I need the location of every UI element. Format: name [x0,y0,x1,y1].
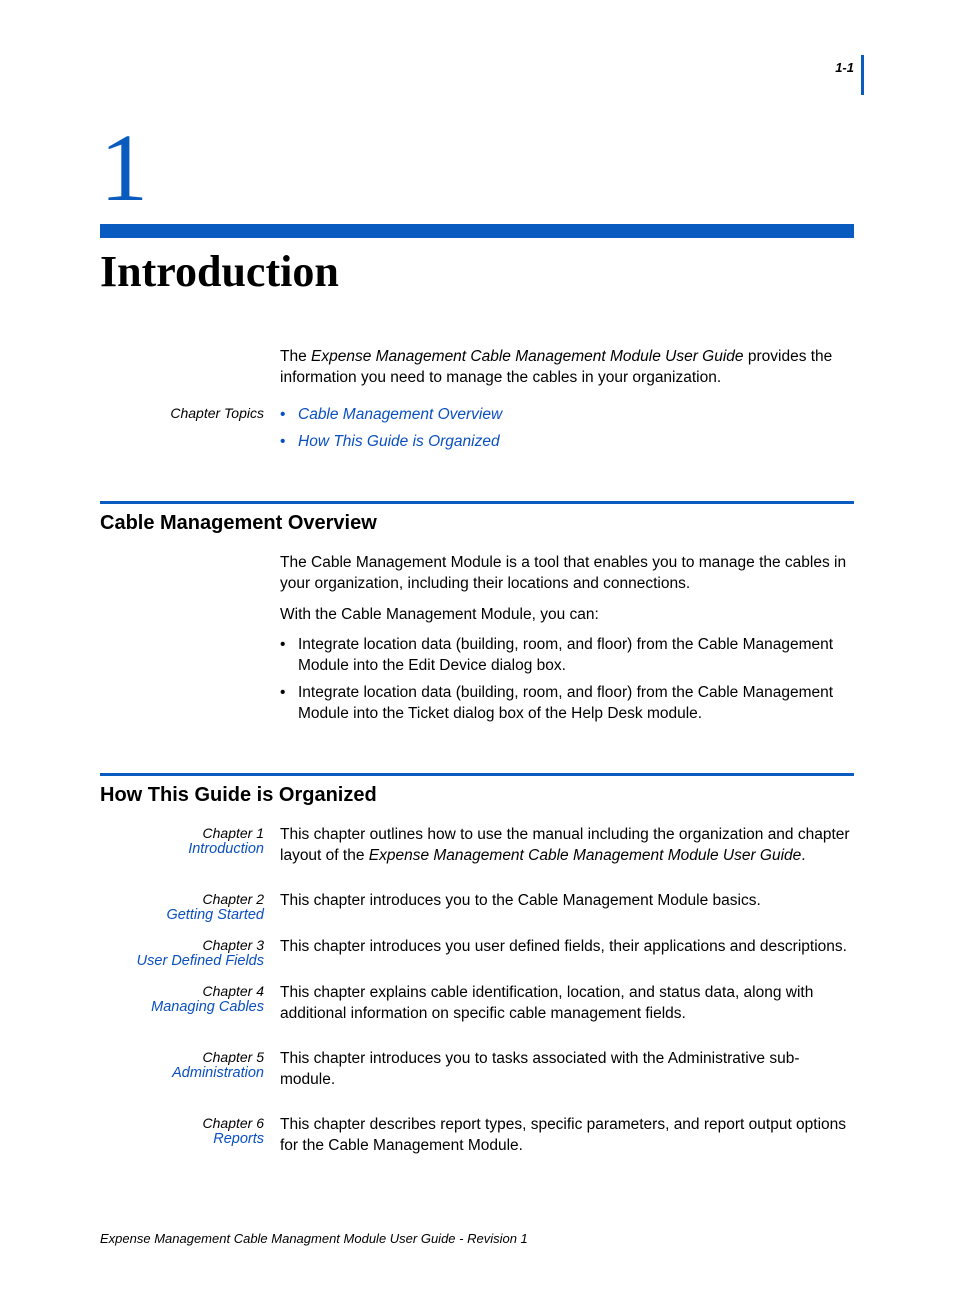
overview-bullet-item: Integrate location data (building, room,… [280,683,854,725]
chapter-link[interactable]: Introduction [100,841,264,857]
section-heading-organized: How This Guide is Organized [100,784,854,807]
chapter-number-label: Chapter 1 [100,825,264,841]
intro-paragraph: The Expense Management Cable Management … [280,347,854,389]
chapter-link[interactable]: User Defined Fields [100,953,264,969]
intro-prefix: The [280,348,311,365]
chapter-link[interactable]: Administration [100,1065,264,1081]
chapter-summary-row: Chapter 2Getting Started This chapter int… [100,891,854,923]
topic-link[interactable]: How This Guide is Organized [298,433,500,450]
chapter-description: This chapter explains cable identificati… [280,983,854,1025]
page-number-border [861,55,864,95]
chapter-title: Introduction [100,246,854,297]
section-rule-organized [100,773,854,776]
chapter-description: This chapter introduces you to the Cable… [280,891,854,912]
overview-bullet-item: Integrate location data (building, room,… [280,635,854,677]
overview-bullets: Integrate location data (building, room,… [280,635,854,725]
chapter-rule [100,224,854,238]
chapter-description: This chapter describes report types, spe… [280,1115,854,1157]
chapter-link[interactable]: Reports [100,1131,264,1147]
chapter-number: 1 [100,120,854,216]
section-rule-overview [100,501,854,504]
chapter-link[interactable]: Getting Started [100,907,264,923]
chapter-description: This chapter introduces you user defined… [280,937,854,958]
chapter-summary-row: Chapter 1Introduction This chapter outlin… [100,825,854,877]
chapter-summary-row: Chapter 5Administration This chapter intr… [100,1049,854,1101]
topic-item: Cable Management Overview [280,405,854,426]
overview-p1: The Cable Management Module is a tool th… [280,553,854,595]
chapter-topics-label: Chapter Topics [170,405,264,421]
chapter-number-label: Chapter 4 [100,983,264,999]
topic-item: How This Guide is Organized [280,432,854,453]
chapter-description: This chapter outlines how to use the man… [280,825,854,867]
intro-guide-name: Expense Management Cable Management Modu… [311,348,744,365]
chapter-summary-row: Chapter 3User Defined Fields This chapter… [100,937,854,969]
chapter-number-label: Chapter 5 [100,1049,264,1065]
page-number: 1-1 [835,60,854,75]
chapter-description: This chapter introduces you to tasks ass… [280,1049,854,1091]
chapter-summary-row: Chapter 6Reports This chapter describes r… [100,1115,854,1167]
overview-p2: With the Cable Management Module, you ca… [280,605,854,626]
chapter-link[interactable]: Managing Cables [100,999,264,1015]
chapter-summary-row: Chapter 4Managing Cables This chapter exp… [100,983,854,1035]
section-heading-overview: Cable Management Overview [100,512,854,535]
chapter-topics-list: Cable Management Overview How This Guide … [280,405,854,453]
topic-link[interactable]: Cable Management Overview [298,406,502,423]
chapter-number-label: Chapter 6 [100,1115,264,1131]
footer-text: Expense Management Cable Managment Modul… [100,1231,854,1246]
chapter-number-label: Chapter 2 [100,891,264,907]
chapter-number-label: Chapter 3 [100,937,264,953]
